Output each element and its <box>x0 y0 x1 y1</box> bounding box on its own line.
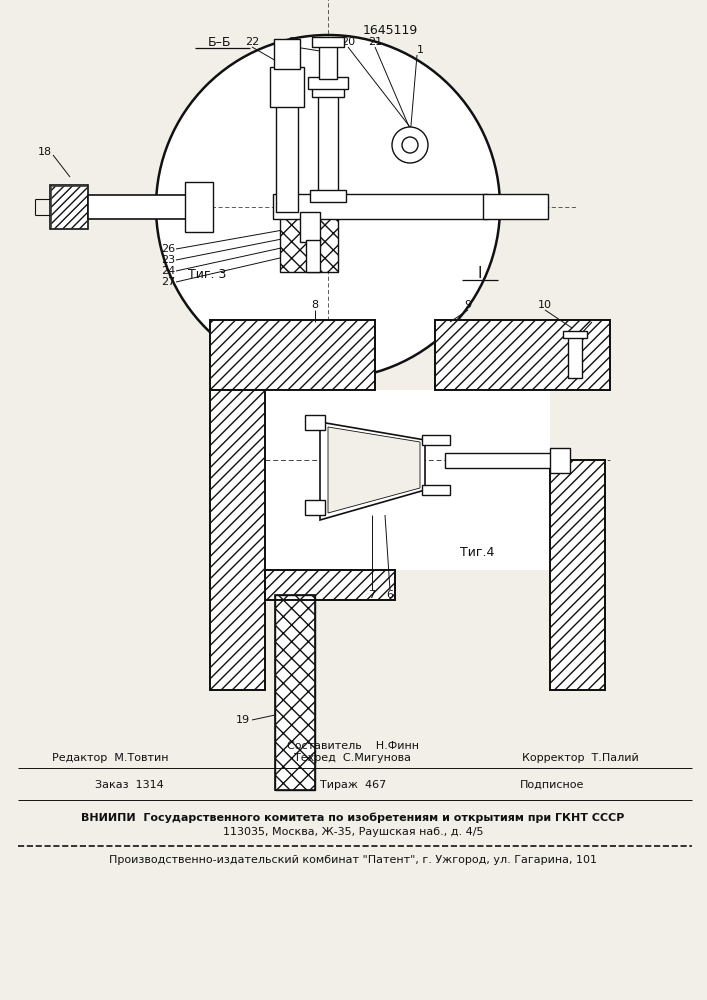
Text: Редактор  М.Товтин: Редактор М.Товтин <box>52 753 168 763</box>
Bar <box>275 595 315 790</box>
Text: Подписное: Подписное <box>520 780 585 790</box>
Text: 27: 27 <box>160 277 175 287</box>
Text: Τиг.4: Τиг.4 <box>460 546 494 558</box>
Text: 25: 25 <box>288 37 302 47</box>
Text: 20: 20 <box>341 37 355 47</box>
Circle shape <box>156 35 500 379</box>
Bar <box>210 320 375 390</box>
Bar <box>435 320 610 390</box>
Bar <box>483 194 548 219</box>
Bar <box>274 39 300 69</box>
Text: 19: 19 <box>236 715 250 725</box>
Text: 24: 24 <box>160 266 175 276</box>
Bar <box>280 214 338 272</box>
Bar <box>306 240 320 272</box>
Bar <box>273 194 488 219</box>
Bar <box>88 195 188 219</box>
Text: 1: 1 <box>416 45 423 55</box>
Bar <box>318 87 338 197</box>
Text: 23: 23 <box>161 255 175 265</box>
Bar <box>305 500 325 515</box>
Text: 1645119: 1645119 <box>363 23 418 36</box>
Text: 26: 26 <box>161 244 175 254</box>
Text: Техред  С.Мигунова: Техред С.Мигунова <box>295 753 411 763</box>
Text: Производственно-издательский комбинат "Патент", г. Ужгород, ул. Гагарина, 101: Производственно-издательский комбинат "П… <box>109 855 597 865</box>
Bar <box>50 185 88 229</box>
Polygon shape <box>328 427 420 513</box>
Bar <box>308 77 348 89</box>
Circle shape <box>392 127 428 163</box>
Text: 113035, Москва, Ж-35, Раушская наб., д. 4/5: 113035, Москва, Ж-35, Раушская наб., д. … <box>223 827 484 837</box>
Bar <box>312 37 344 47</box>
Text: Корректор  Т.Палий: Корректор Т.Палий <box>522 753 638 763</box>
Text: 7: 7 <box>368 590 375 600</box>
Bar <box>210 320 375 390</box>
Bar <box>550 460 605 690</box>
Bar <box>550 448 570 473</box>
Bar <box>185 182 213 232</box>
Text: I: I <box>478 266 482 282</box>
Bar <box>265 570 395 600</box>
Text: 18: 18 <box>38 147 52 157</box>
Text: Составитель    Н.Финн: Составитель Н.Финн <box>287 741 419 751</box>
Bar <box>310 190 346 202</box>
Text: Б–Б: Б–Б <box>209 35 232 48</box>
Text: Заказ  1314: Заказ 1314 <box>95 780 164 790</box>
Bar <box>270 67 304 107</box>
Bar <box>210 390 265 690</box>
Bar <box>265 570 395 600</box>
Bar <box>422 435 450 445</box>
Text: Τиг. 3: Τиг. 3 <box>188 267 226 280</box>
Bar <box>319 44 337 79</box>
Bar <box>435 320 610 390</box>
Bar <box>265 390 550 570</box>
Bar <box>275 595 315 790</box>
Bar <box>51 186 87 228</box>
Bar <box>312 87 344 97</box>
Text: 9: 9 <box>464 300 472 310</box>
Text: 21: 21 <box>368 37 382 47</box>
Bar <box>422 485 450 495</box>
Text: 22: 22 <box>245 37 259 47</box>
Polygon shape <box>320 422 425 520</box>
Bar <box>210 390 265 690</box>
Text: Тираж  467: Тираж 467 <box>320 780 386 790</box>
Bar <box>550 460 605 690</box>
Bar <box>568 336 582 378</box>
Circle shape <box>402 137 418 153</box>
Bar <box>276 67 298 212</box>
Text: 10: 10 <box>538 300 552 310</box>
Text: ВНИИПИ  Государственного комитета по изобретениям и открытиям при ГКНТ СССР: ВНИИПИ Государственного комитета по изоб… <box>81 813 625 823</box>
Bar <box>305 415 325 430</box>
Bar <box>300 212 320 242</box>
Bar <box>445 453 555 468</box>
Bar <box>563 331 587 338</box>
Text: 8: 8 <box>312 300 319 310</box>
Text: 6: 6 <box>387 590 394 600</box>
